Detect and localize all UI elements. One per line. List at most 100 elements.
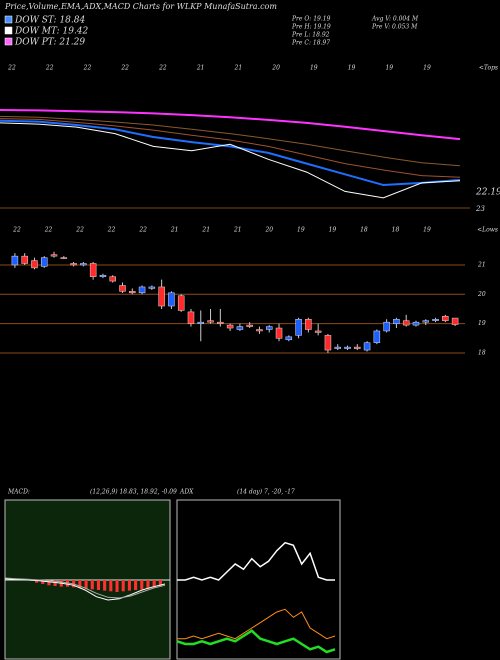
legend-swatch xyxy=(4,26,13,35)
series-line xyxy=(0,109,461,141)
date-label: 22 xyxy=(107,227,116,234)
stat: Pre C: 18.97 xyxy=(291,40,330,47)
stat: Pre H: 19.19 xyxy=(291,24,331,31)
histogram-bar xyxy=(35,580,39,583)
candle-body xyxy=(148,286,156,289)
stat: Avg V: 0.004 M xyxy=(371,16,419,23)
candle-body xyxy=(324,335,332,351)
panel-params: (14 day) 7, -20, -17 xyxy=(237,489,295,496)
date-label: 18 xyxy=(360,227,368,234)
candle-body xyxy=(11,255,19,266)
series-line xyxy=(4,577,166,599)
y-tick-label: 21 xyxy=(477,261,486,268)
date-label: 19 xyxy=(385,65,393,72)
series-line xyxy=(0,115,461,167)
candle-body xyxy=(275,327,283,339)
price-label: 22.19 xyxy=(475,188,500,198)
candle-body xyxy=(246,324,253,327)
histogram-bar xyxy=(146,580,150,589)
date-label: 21 xyxy=(234,65,243,72)
candle-body xyxy=(70,263,77,266)
date-label: 19 xyxy=(423,65,431,72)
legend-label: DOW ST: 18.84 xyxy=(14,16,85,26)
date-label: 21 xyxy=(233,227,242,234)
date-label: 22 xyxy=(75,227,84,234)
candle-body xyxy=(138,286,146,294)
histogram-bar xyxy=(84,580,88,589)
candle-body xyxy=(158,286,165,307)
date-label: 19 xyxy=(348,65,356,72)
candle-body xyxy=(99,274,107,277)
candle-body xyxy=(334,346,341,349)
series-line xyxy=(0,119,461,187)
date-label: 21 xyxy=(201,227,210,234)
histogram-bar xyxy=(78,580,82,588)
date-label: 22 xyxy=(45,65,54,72)
series-line xyxy=(0,122,461,199)
histogram-bar xyxy=(115,580,119,592)
candle-body xyxy=(60,257,68,259)
date-label: 22 xyxy=(120,65,129,72)
price-label: 23 xyxy=(475,205,485,213)
date-label: 19 xyxy=(329,227,337,234)
date-label: 19 xyxy=(423,227,431,234)
date-label: 20 xyxy=(271,65,280,72)
candle-body xyxy=(383,321,390,332)
candle-body xyxy=(412,321,420,326)
panel-params: (12,26,9) 18.83, 18.92, -0.09 xyxy=(90,489,177,496)
candle-body xyxy=(451,317,459,325)
stat: Pre V: 0.053 M xyxy=(371,24,418,31)
series-line xyxy=(176,629,336,654)
histogram-bar xyxy=(152,580,156,588)
candle-body xyxy=(314,330,322,333)
legend-label: DOW PT: 21.29 xyxy=(14,38,85,48)
legend-swatch xyxy=(4,37,13,46)
stat: Pre O: 19.19 xyxy=(291,16,331,23)
series-line xyxy=(0,118,461,178)
histogram-bar xyxy=(109,580,113,592)
histogram-bar xyxy=(103,580,107,591)
date-label: 22 xyxy=(138,227,147,234)
series-line xyxy=(177,608,336,640)
candle-body xyxy=(40,257,48,267)
candle-body xyxy=(285,336,293,341)
histogram-bar xyxy=(96,580,100,590)
histogram-bar xyxy=(127,580,131,591)
date-label: 19 xyxy=(297,227,305,234)
date-label: 20 xyxy=(264,227,273,234)
candle-body xyxy=(89,263,97,277)
candle-body xyxy=(256,329,263,332)
candle-body xyxy=(168,292,175,307)
series-line xyxy=(4,578,166,601)
candle-body xyxy=(295,318,302,336)
candle-body xyxy=(442,316,449,321)
candle-body xyxy=(197,321,205,324)
date-label: 19 xyxy=(310,65,318,72)
date-label: 18 xyxy=(392,227,400,234)
y-tick-label: 19 xyxy=(478,320,486,327)
candle-body xyxy=(305,318,312,330)
stat: Pre L: 18.92 xyxy=(291,32,330,39)
legend-label: DOW MT: 19.42 xyxy=(14,27,89,37)
date-label: 21 xyxy=(170,227,179,234)
panel-header: MACD: xyxy=(7,489,30,496)
date-label: 21 xyxy=(196,65,205,72)
candle-body xyxy=(393,318,400,324)
y-tick-label: 20 xyxy=(477,291,486,298)
date-label: 22 xyxy=(12,227,21,234)
y-tick-label: 18 xyxy=(478,349,486,356)
legend-swatch xyxy=(4,15,13,24)
candle-body xyxy=(119,285,126,292)
candle-body xyxy=(373,330,381,343)
candle-body xyxy=(422,320,430,323)
corner-label: <Lows xyxy=(477,227,498,234)
candle-body xyxy=(402,320,410,326)
corner-label: <Tops xyxy=(479,65,498,72)
date-label: 22 xyxy=(7,65,16,72)
candle-body xyxy=(265,326,273,330)
date-label: 22 xyxy=(83,65,92,72)
panel-header: ADX xyxy=(179,489,194,496)
candle-body xyxy=(80,263,87,266)
histogram-bar xyxy=(41,580,45,584)
